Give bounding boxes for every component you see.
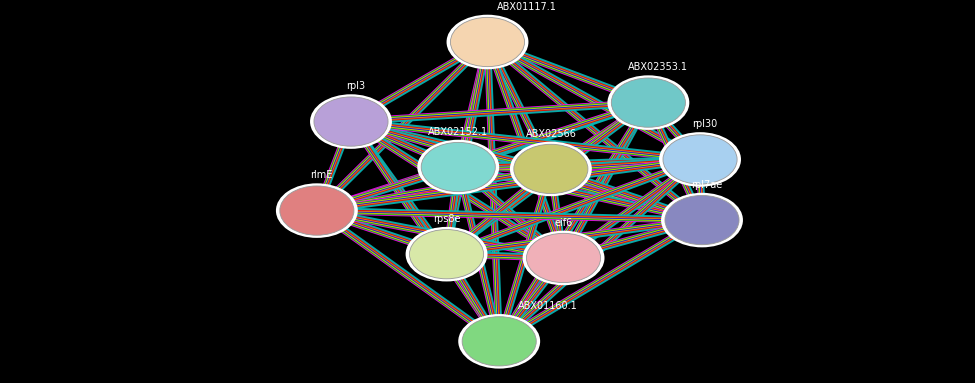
Ellipse shape (526, 233, 601, 283)
Ellipse shape (458, 314, 540, 368)
Text: ABX02152.1: ABX02152.1 (428, 127, 488, 137)
Text: ABX01160.1: ABX01160.1 (518, 301, 578, 311)
Text: rps8e: rps8e (433, 214, 460, 224)
Ellipse shape (417, 140, 499, 194)
Ellipse shape (661, 193, 743, 247)
Text: rpl7ae: rpl7ae (691, 180, 722, 190)
Ellipse shape (280, 186, 354, 235)
Ellipse shape (310, 94, 392, 149)
Ellipse shape (607, 75, 689, 130)
Text: rpl30: rpl30 (692, 119, 718, 129)
Text: ABX02566: ABX02566 (526, 129, 576, 139)
Ellipse shape (410, 229, 484, 279)
Ellipse shape (450, 17, 525, 67)
Ellipse shape (611, 78, 685, 127)
Ellipse shape (510, 142, 592, 196)
Ellipse shape (447, 15, 528, 69)
Ellipse shape (514, 144, 588, 193)
Text: eif6: eif6 (555, 218, 572, 228)
Text: ABX01117.1: ABX01117.1 (496, 2, 557, 11)
Ellipse shape (523, 231, 604, 285)
Text: rlmE: rlmE (311, 170, 332, 180)
Ellipse shape (314, 97, 388, 146)
Ellipse shape (663, 135, 737, 184)
Text: rpl3: rpl3 (346, 81, 366, 91)
Text: ABX02353.1: ABX02353.1 (628, 62, 688, 72)
Ellipse shape (421, 142, 495, 192)
Ellipse shape (659, 132, 741, 187)
Ellipse shape (462, 317, 536, 366)
Ellipse shape (406, 227, 488, 282)
Ellipse shape (665, 195, 739, 245)
Ellipse shape (276, 183, 358, 238)
